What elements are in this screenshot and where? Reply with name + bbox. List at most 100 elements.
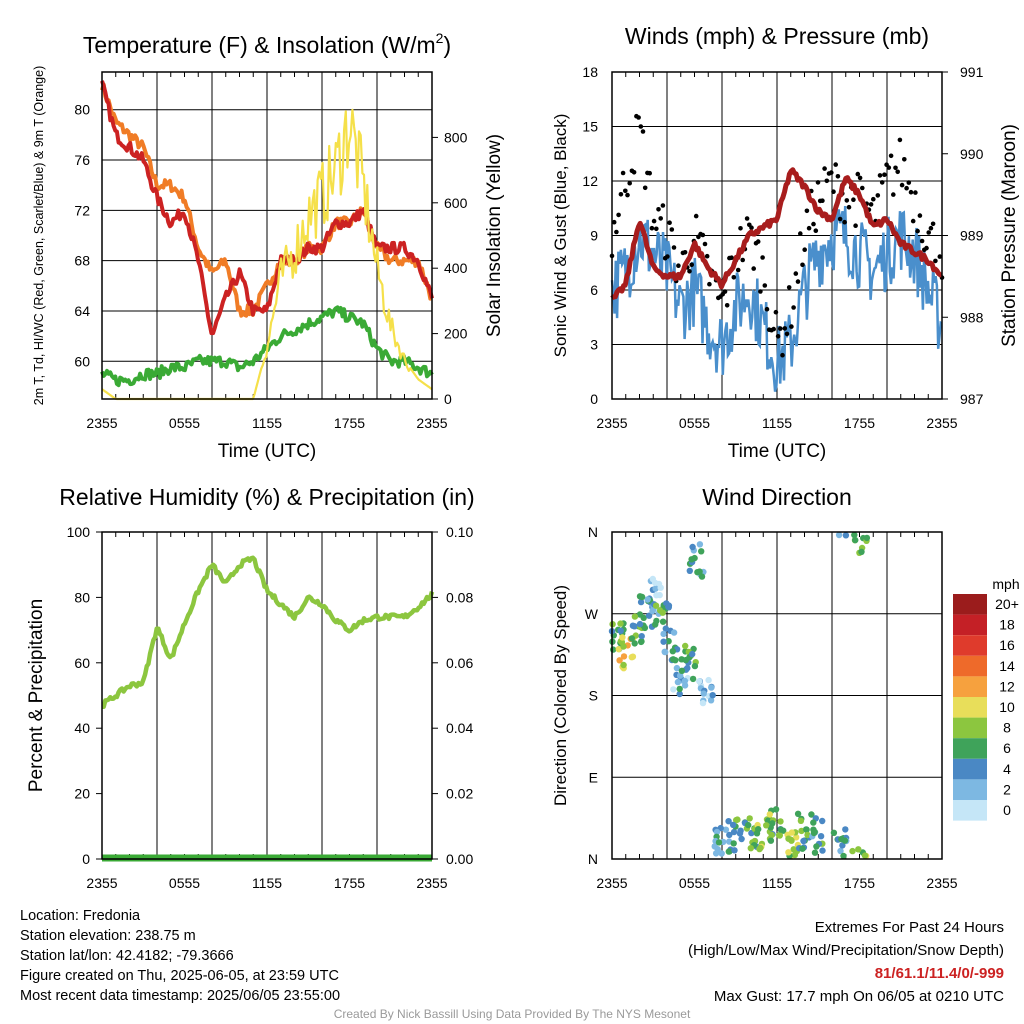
gust-point: [636, 115, 641, 120]
gust-point: [778, 326, 783, 331]
gust-point: [899, 182, 905, 188]
wind-direction-point: [842, 532, 850, 539]
y2-axis-label: Solar Insolation (Yellow): [484, 134, 505, 337]
wind-direction-point: [775, 832, 783, 839]
legend-title: mph: [992, 576, 1019, 592]
wind-direction-point: [788, 837, 795, 844]
y-tick-label: 72: [74, 202, 90, 218]
y-tick-label: 80: [74, 102, 90, 118]
legend-swatch: [953, 594, 987, 615]
gust-point: [806, 225, 812, 231]
wind-direction-point: [757, 844, 764, 852]
wind-direction-point: [711, 843, 718, 850]
gust-point: [689, 262, 694, 268]
wind-direction-point: [696, 678, 703, 685]
wind-direction-point: [616, 657, 623, 664]
x-tick-label: 1755: [844, 875, 875, 891]
wind-direction-point: [713, 828, 721, 836]
gust-point: [793, 271, 799, 276]
y2-tick-label: 0.06: [446, 655, 473, 671]
gust-point: [937, 254, 943, 259]
y-axis-label: Sonic Wind & Gust (Blue, Black): [551, 114, 570, 358]
wind-direction-point: [610, 646, 617, 653]
wind-direction-point: [652, 602, 660, 609]
gust-point: [638, 124, 644, 129]
y-tick-label: S: [589, 688, 598, 704]
legend-label: 14: [999, 658, 1015, 674]
wind-direction-point: [700, 690, 707, 697]
wind-direction-point: [861, 852, 869, 859]
legend-label: 0: [1003, 802, 1011, 818]
gust-point: [614, 229, 619, 235]
x-tick-label: 2355: [926, 415, 957, 431]
wind-direction-point: [753, 830, 761, 837]
wind-direction-point: [620, 653, 628, 660]
wind-direction-point: [709, 692, 716, 699]
gust-point: [707, 281, 712, 287]
wind-direction-point: [830, 829, 838, 836]
legend-swatch: [953, 758, 987, 780]
wind-direction-point: [705, 676, 712, 684]
gust-point: [875, 193, 881, 198]
wind-direction-point: [839, 842, 846, 849]
y2-tick-label: 988: [960, 309, 984, 325]
wind-direction-point: [794, 810, 802, 817]
y-tick-label: 15: [582, 119, 598, 135]
wind-direction-point: [686, 567, 693, 574]
plot-border: [611, 71, 943, 400]
plot-border: [611, 531, 943, 860]
legend-label: 8: [1003, 720, 1011, 736]
gust-point: [775, 334, 781, 339]
x-tick-label: 2355: [86, 415, 117, 431]
gust-point: [676, 263, 681, 269]
y-axis-label: Direction (Colored By Speed): [551, 585, 570, 806]
wind-direction-point: [673, 664, 681, 672]
gust-point: [824, 178, 830, 184]
gust-point: [618, 192, 624, 197]
x-tick-label: 1755: [334, 875, 365, 891]
y2-tick-label: 400: [444, 260, 468, 276]
wind-direction-point: [699, 699, 707, 707]
y2-tick-label: 800: [444, 129, 468, 145]
wind-direction-point: [659, 618, 667, 625]
wind-direction-point: [660, 630, 667, 638]
x-tick-label: 0555: [169, 875, 200, 891]
chart-panel-3: 2355 0555 1155 1755 2355 Relative Humidity (%…: [26, 484, 475, 891]
y2-tick-label: 0.08: [446, 589, 473, 605]
wind-direction-point: [689, 543, 696, 551]
wind-direction-point: [726, 831, 733, 839]
gust-point: [640, 129, 646, 134]
gust-point: [758, 289, 763, 294]
y-tick-label: 80: [74, 589, 90, 605]
gust-point: [897, 137, 903, 143]
wind-direction-point: [837, 847, 844, 855]
gust-point: [802, 247, 807, 252]
gust-point: [831, 189, 836, 194]
wind-direction-point: [791, 851, 799, 859]
y2-tick-label: 0.04: [446, 720, 473, 736]
gust-point: [795, 279, 801, 284]
y-tick-label: 60: [74, 655, 90, 671]
legend-swatch: [953, 697, 987, 718]
wind-direction-point: [637, 598, 645, 606]
wind-direction-point: [763, 822, 770, 829]
wind-direction-point: [657, 584, 664, 591]
wind-direction-point: [619, 634, 626, 641]
wind-direction-point: [849, 847, 856, 855]
gust-point: [738, 226, 743, 231]
x-tick-label: 0555: [169, 415, 200, 431]
wind-direction-point: [851, 531, 858, 539]
gust-point: [804, 208, 810, 214]
gust-point: [902, 157, 907, 162]
wind-direction-point: [817, 833, 825, 840]
wind-direction-point: [638, 593, 646, 601]
extremes-title: Extremes For Past 24 Hours: [814, 919, 1004, 936]
gust-point: [702, 241, 708, 247]
wind-direction-point: [766, 811, 773, 818]
gust-point: [682, 250, 688, 255]
gust-point: [762, 283, 768, 288]
wind-direction-point: [729, 821, 737, 829]
gust-point: [789, 324, 794, 329]
legend-swatch: [953, 717, 987, 739]
